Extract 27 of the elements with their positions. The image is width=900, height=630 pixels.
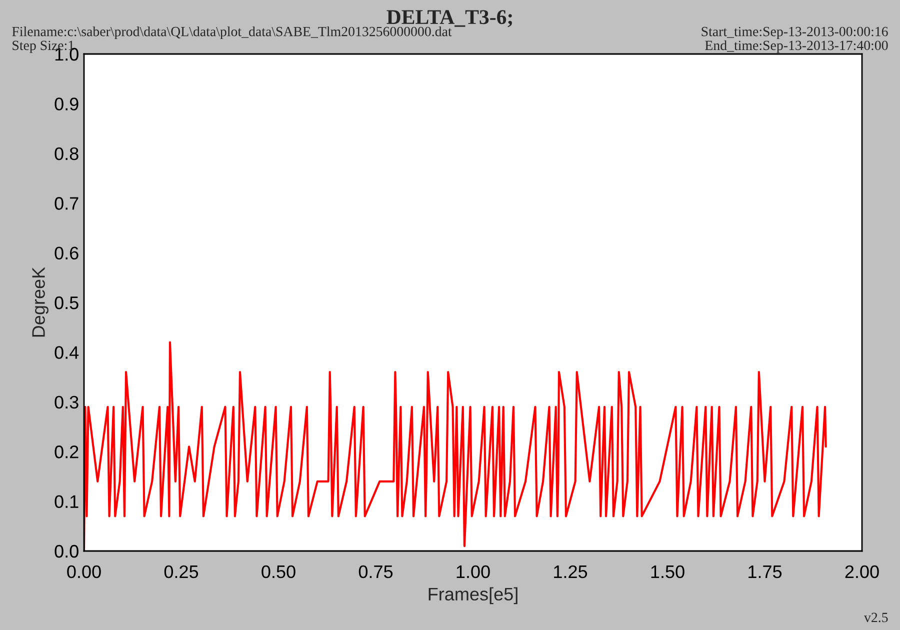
y-tick-label: 0.4 bbox=[54, 346, 79, 359]
x-tick-label: 0.50 bbox=[262, 565, 296, 578]
y-tick-label: 0.3 bbox=[54, 396, 78, 409]
x-tick-label: 2.00 bbox=[845, 565, 879, 578]
x-tick-label: 0.25 bbox=[164, 565, 198, 578]
y-tick-label: 0.2 bbox=[54, 446, 78, 458]
x-tick-label: 1.00 bbox=[456, 565, 490, 578]
y-tick-label: 0.6 bbox=[54, 246, 78, 260]
x-axis-title: Frames[e5] bbox=[428, 587, 518, 604]
text: End_time:Sep-13-2013-17:40:00 bbox=[705, 40, 888, 53]
chart-title: DELTA_T3-6; bbox=[386, 10, 512, 28]
y-tick-label: 0.0 bbox=[54, 544, 78, 558]
y-tick-label: 0.8 bbox=[54, 147, 78, 160]
line-series bbox=[84, 341, 827, 551]
y-tick-label: 0.1 bbox=[54, 495, 78, 508]
x-tick-label: 0.75 bbox=[358, 565, 393, 578]
x-tick-label: 0.00 bbox=[67, 565, 101, 578]
x-tick-label: 1.25 bbox=[554, 565, 588, 578]
y-tick-label: 0.7 bbox=[54, 197, 78, 210]
y-axis-title: DegreeK bbox=[32, 267, 48, 337]
y-tick-label: 0.9 bbox=[54, 98, 78, 110]
text: Filename:c:\saber\prod\data\QL\data\plot_data\SABE_Tlm2013256000000.dat bbox=[12, 26, 452, 40]
x-tick-label: 1.50 bbox=[651, 565, 684, 578]
text: Start_time:Sep-13-2013-00:00:16 bbox=[702, 26, 888, 40]
x-tick-label: 1.75 bbox=[748, 566, 782, 578]
y-tick-label: 0.5 bbox=[54, 296, 78, 310]
text: v2.5 bbox=[864, 612, 888, 622]
